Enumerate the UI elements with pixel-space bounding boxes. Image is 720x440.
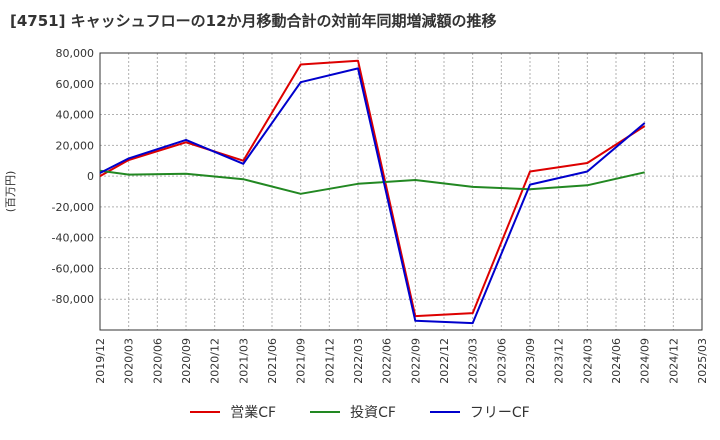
legend-label-investing-cf: 投資CF [350, 405, 396, 421]
x-tick-label: 2021/12 [323, 338, 336, 384]
x-tick-label: 2020/03 [123, 338, 136, 384]
legend-item-operating-cf: 営業CF [190, 402, 276, 422]
legend-item-investing-cf: 投資CF [310, 402, 396, 422]
legend-item-free-cf: フリーCF [429, 402, 530, 422]
x-tick-label: 2022/09 [409, 338, 422, 384]
x-tick-label: 2024/09 [639, 338, 652, 384]
x-tick-label: 2024/12 [667, 338, 680, 384]
y-tick-label: 60,000 [56, 78, 95, 91]
legend: 営業CF 投資CF フリーCF [0, 402, 720, 422]
x-tick-label: 2022/12 [438, 338, 451, 384]
series-line-operating-cf [99, 59, 646, 318]
y-tick-label: 20,000 [56, 139, 95, 152]
legend-label-free-cf: フリーCF [469, 405, 530, 421]
x-tick-label: 2023/12 [553, 338, 566, 384]
y-tick-label: -80,000 [52, 293, 94, 306]
x-tick-label: 2021/03 [237, 338, 250, 384]
series-line-free-cf [99, 67, 646, 325]
x-tick-label: 2023/03 [467, 338, 480, 384]
x-tick-label: 2020/12 [209, 338, 222, 384]
legend-label-operating-cf: 営業CF [230, 405, 277, 421]
x-tick-label: 2022/03 [352, 338, 365, 384]
y-tick-label: 80,000 [56, 47, 95, 60]
x-tick-label: 2022/06 [381, 338, 394, 384]
legend-swatch-free-cf [429, 411, 460, 413]
x-tick-label: 2024/03 [581, 338, 594, 384]
x-tick-label: 2024/06 [610, 338, 623, 384]
x-tick-label: 2021/06 [266, 338, 279, 384]
x-tick-label: 2023/09 [524, 338, 537, 384]
x-tick-label: 2023/06 [495, 338, 508, 384]
chart-title: [4751] キャッシュフローの12か月移動合計の対前年同期増減額の推移 [10, 12, 497, 30]
y-tick-label: 40,000 [56, 109, 95, 122]
series-line-investing-cf [99, 169, 645, 195]
x-tick-label: 2021/09 [295, 338, 308, 384]
x-tick-label: 2025/03 [696, 338, 709, 384]
y-tick-label: -20,000 [52, 201, 94, 214]
y-tick-label: -40,000 [52, 232, 94, 245]
plot-area [100, 53, 702, 330]
y-axis-label: (百万円) [4, 171, 17, 213]
x-tick-label: 2019/12 [94, 338, 107, 384]
legend-swatch-investing-cf [310, 411, 341, 413]
y-tick-label: 0 [87, 170, 94, 183]
legend-swatch-operating-cf [190, 411, 221, 413]
plot-frame [99, 52, 703, 331]
x-tick-label: 2020/09 [180, 338, 193, 384]
y-tick-label: -60,000 [52, 262, 94, 275]
x-tick-label: 2020/06 [151, 338, 164, 384]
